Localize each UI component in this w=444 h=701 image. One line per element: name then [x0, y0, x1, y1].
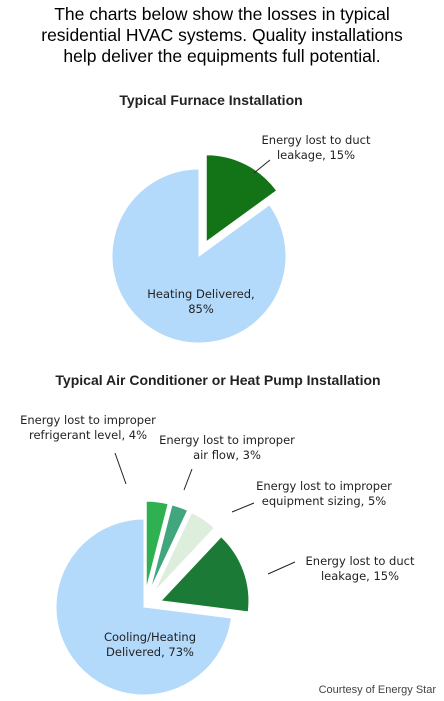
- ac-heat-pump-pie-chart: Typical Air Conditioner or Heat Pump Ins…: [20, 372, 415, 696]
- leader-line: [267, 561, 296, 575]
- slice-label: Energy lost to duct leakage, 15%: [262, 133, 371, 162]
- intro-line: residential HVAC systems. Quality instal…: [41, 25, 403, 45]
- intro-line: help deliver the equipments full potenti…: [63, 46, 381, 66]
- chart-title: Typical Furnace Installation: [119, 92, 302, 108]
- pie-slice: [159, 536, 250, 613]
- pie-slice: [55, 518, 232, 696]
- slice-label: Heating Delivered, 85%: [147, 287, 254, 316]
- credit-text: Courtesy of Energy Star: [318, 684, 436, 696]
- pie-slice: [153, 511, 216, 593]
- intro-line: The charts below show the losses in typi…: [54, 4, 390, 24]
- leader-line: [253, 159, 271, 174]
- chart-title: Typical Air Conditioner or Heat Pump Ins…: [55, 372, 380, 388]
- slice-label: Energy lost to duct leakage, 15%: [306, 554, 415, 583]
- slice-label: Energy lost to improper equipment sizing,…: [256, 479, 392, 508]
- slice-label: Cooling/Heating Delivered, 73%: [104, 630, 196, 659]
- leader-line: [183, 468, 193, 491]
- intro-text: The charts below show the losses in typi…: [0, 4, 444, 67]
- slice-label: Energy lost to improper refrigerant level…: [20, 413, 156, 442]
- slice-label: Energy lost to improper air flow, 3%: [159, 433, 295, 462]
- pie-slice: [111, 168, 287, 344]
- leader-line: [231, 502, 255, 513]
- pie-slice: [149, 504, 189, 591]
- pie-slice: [205, 154, 278, 243]
- pie-slice: [145, 500, 169, 590]
- leader-line: [114, 452, 127, 485]
- furnace-pie-chart: Typical Furnace Installation Heating Del…: [111, 92, 371, 344]
